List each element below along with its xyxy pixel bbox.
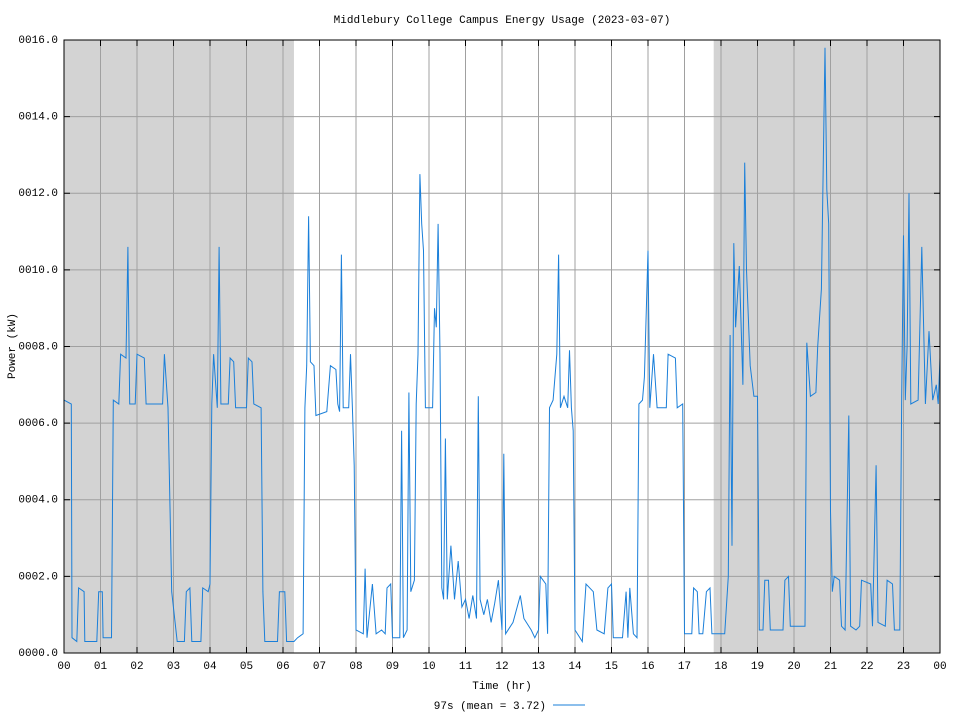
chart-title: Middlebury College Campus Energy Usage (…	[334, 15, 671, 27]
x-tick-label: 09	[386, 661, 399, 673]
y-tick-label: 0014.0	[18, 112, 58, 124]
x-tick-label: 06	[276, 661, 289, 673]
x-tick-label: 01	[94, 661, 108, 673]
y-tick-label: 0008.0	[18, 341, 58, 353]
y-tick-label: 0004.0	[18, 495, 58, 507]
x-tick-label: 19	[751, 661, 764, 673]
y-tick-label: 0002.0	[18, 571, 58, 583]
x-tick-label: 20	[787, 661, 800, 673]
y-tick-label: 0000.0	[18, 648, 58, 660]
x-tick-label: 18	[714, 661, 727, 673]
x-tick-label: 05	[240, 661, 253, 673]
x-tick-label: 07	[313, 661, 326, 673]
x-tick-label: 00	[57, 661, 70, 673]
x-tick-label: 08	[349, 661, 362, 673]
x-tick-label: 10	[422, 661, 435, 673]
x-tick-label: 23	[897, 661, 910, 673]
x-tick-label: 17	[678, 661, 691, 673]
x-tick-label: 04	[203, 661, 217, 673]
legend-label: 97s (mean = 3.72)	[434, 701, 546, 713]
y-tick-label: 0006.0	[18, 418, 58, 430]
x-tick-label: 03	[167, 661, 180, 673]
data-line	[63, 47, 941, 644]
x-tick-label: 21	[824, 661, 838, 673]
plot-border	[63, 39, 941, 654]
x-tick-label: 22	[860, 661, 873, 673]
x-tick-label: 11	[459, 661, 473, 673]
x-tick-label: 12	[495, 661, 508, 673]
y-tick-label: 0016.0	[18, 35, 58, 47]
x-tick-label: 15	[605, 661, 618, 673]
x-axis-label: Time (hr)	[472, 681, 531, 693]
x-tick-label: 02	[130, 661, 143, 673]
x-tick-label: 14	[568, 661, 582, 673]
y-axis-label: Power (kW)	[7, 313, 19, 379]
y-tick-label: 0010.0	[18, 265, 58, 277]
x-tick-label: 16	[641, 661, 654, 673]
y-tick-label: 0012.0	[18, 188, 58, 200]
x-tick-label: 13	[532, 661, 545, 673]
x-tick-label: 00	[933, 661, 946, 673]
